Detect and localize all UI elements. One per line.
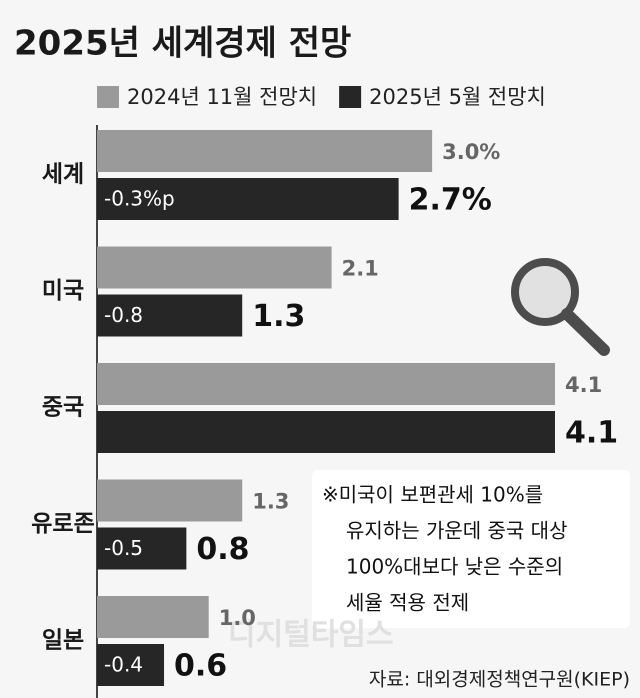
value-label: 3.0% [442, 140, 500, 164]
note-text: 유지하는 가운데 중국 대상 [346, 519, 567, 543]
value-label: 2.1 [342, 257, 379, 281]
watermark: 디지털타임스 [228, 618, 394, 653]
category-label: 미국 [42, 278, 84, 304]
source: 자료: 대외경제정책연구원(KIEP) [369, 669, 630, 691]
value-label: 1.0 [219, 606, 256, 630]
legend-label: 2024년 11월 전망치 [127, 85, 317, 109]
value-label: 2.7% [409, 183, 492, 218]
bar [97, 596, 209, 638]
value-label: 4.1 [565, 373, 602, 397]
category-label: 중국 [42, 395, 84, 421]
category-label: 일본 [42, 628, 84, 654]
value-label: 0.8 [196, 532, 249, 567]
legend-swatch [97, 86, 119, 108]
legend-swatch [339, 86, 362, 108]
value-label: 1.3 [252, 490, 289, 514]
bar [97, 246, 332, 289]
change-label: -0.5 [104, 536, 143, 560]
bar [97, 479, 243, 522]
category-label: 유로존 [31, 511, 94, 537]
chart-title: 2025년 세계경제 전망 [14, 24, 351, 64]
bar [97, 178, 399, 220]
bar [97, 130, 433, 172]
value-label: 1.3 [252, 299, 305, 334]
bar [97, 363, 555, 405]
magnifier-icon [511, 258, 610, 356]
note-box [312, 470, 630, 628]
category-label: 세계 [42, 162, 84, 188]
value-label: 4.1 [565, 416, 618, 451]
bar [97, 644, 165, 686]
note-text: ※미국이 보편관세 10%를 [322, 483, 543, 507]
change-label: -0.4 [104, 653, 143, 677]
change-label: -0.8 [104, 303, 143, 327]
change-label: -0.3%p [104, 187, 175, 211]
bar [97, 294, 243, 337]
note-text: 100%대보다 낮은 수준의 [346, 555, 563, 579]
legend-label: 2025년 5월 전망치 [369, 85, 546, 109]
bar [97, 411, 555, 453]
note-text: 세율 적용 전제 [346, 591, 469, 615]
value-label: 0.6 [174, 649, 227, 684]
bar [97, 527, 187, 570]
